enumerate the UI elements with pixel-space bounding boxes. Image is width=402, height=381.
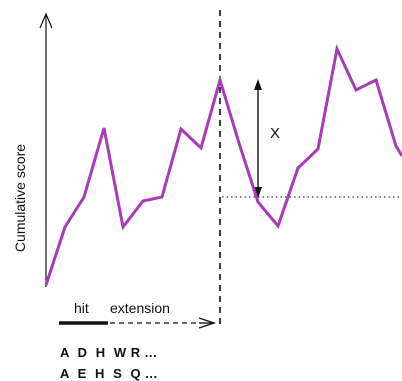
hit-label: hit	[74, 300, 89, 316]
sequence-1: A D H W R ...	[60, 345, 157, 360]
x-drop-arrow-top-head	[254, 79, 262, 90]
cumulative-score-line	[44, 44, 402, 286]
sequence-2: A E H S Q ...	[60, 366, 158, 381]
y-axis-label: Cumulative score	[12, 144, 28, 252]
x-drop-arrow-bottom-head	[254, 187, 262, 198]
y-axis-arrowhead	[39, 12, 53, 29]
extension-label: extension	[110, 300, 170, 316]
x-drop-label: X	[270, 125, 280, 142]
